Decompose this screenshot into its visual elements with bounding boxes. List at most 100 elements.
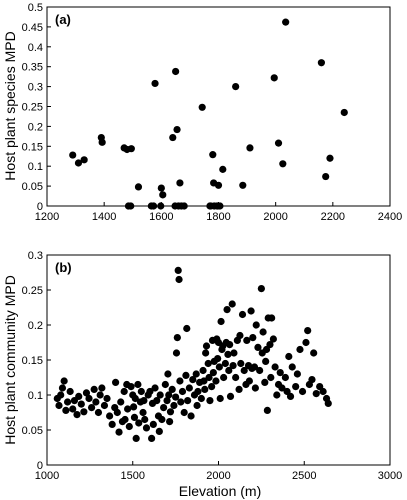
panel-b-data-point: [115, 428, 123, 436]
panel-b-data-point: [292, 383, 300, 391]
panel-a-y-tick-label: 0.15: [22, 141, 43, 153]
panel-b-data-point: [223, 306, 231, 314]
panel-b-data-point: [148, 434, 156, 442]
panel-b-data-point: [252, 321, 260, 329]
panel-b-data-point: [164, 370, 172, 378]
panel-b-data-point: [165, 391, 173, 399]
panel-b-data-point: [87, 404, 96, 412]
panel-b-data-point: [199, 366, 207, 375]
panel-b-data-point: [266, 341, 274, 349]
panel-a-data-point: [173, 125, 181, 134]
panel-b-data-point: [63, 398, 72, 406]
panel-b-data-point: [151, 384, 159, 392]
panel-b-data-point: [235, 385, 243, 393]
panel-a-data-point: [246, 144, 254, 152]
panel-b-data-point: [139, 408, 147, 417]
panel-b-data-point: [177, 398, 185, 406]
panel-b-y-tick-label: 0.15: [22, 355, 43, 367]
panel-b-data-point: [257, 285, 265, 293]
panel-b-data-point: [75, 392, 83, 400]
panel-a-data-point: [239, 181, 247, 189]
panel-b-data-point: [296, 345, 304, 354]
panel-b-data-point: [302, 338, 310, 347]
panel-b-data-point: [232, 373, 240, 382]
panel-b-data-point: [251, 384, 259, 392]
panel-a-y-tick-label: 0.5: [28, 2, 43, 14]
panel-b-scatter-plot: (b) Host plant community MPD Elevation (…: [2, 250, 402, 499]
panel-b-data-point: [254, 343, 262, 351]
panel-b-y-axis-label: Host plant community MPD: [2, 275, 18, 445]
panel-b-data-point: [217, 317, 225, 326]
panel-b-data-point: [226, 392, 235, 400]
panel-b-data-point: [312, 390, 320, 398]
panel-b-data-point: [130, 403, 138, 411]
panel-b-data-point: [60, 377, 68, 385]
panel-b-y-tick-label: 0.25: [22, 285, 43, 297]
panel-b-data-point: [298, 387, 307, 396]
panel-a-data-point: [282, 18, 290, 26]
panel-b-data-point: [80, 408, 88, 416]
panel-b-x-axis: 1000 1500 2000 2500 3000: [35, 461, 402, 482]
panel-b-data-point: [173, 334, 181, 342]
panel-b-data-point: [130, 413, 139, 421]
panel-b-data-point: [125, 422, 133, 431]
panel-b-data-point: [197, 394, 205, 403]
panel-b-data-point: [176, 377, 184, 385]
panel-b-data-point: [208, 383, 216, 391]
panel-b-data-point: [319, 387, 327, 396]
panel-b-data-point: [249, 334, 257, 342]
panel-b-data-point: [236, 331, 244, 340]
panel-a-data-point: [216, 202, 224, 210]
panel-a-data-point: [150, 202, 158, 210]
panel-b-data-point: [220, 373, 228, 382]
panel-b-data-point: [324, 399, 332, 407]
panel-b-data-point: [180, 408, 188, 417]
panel-a-y-tick-label: 0.4: [28, 42, 43, 54]
panel-b-data-point: [77, 400, 85, 408]
panel-b-data-point: [120, 387, 128, 396]
panel-b-data-point: [240, 366, 248, 375]
panel-b-data-point: [121, 415, 129, 424]
panel-a-data-point: [270, 74, 278, 82]
panel-a-label: (a): [55, 12, 71, 27]
panel-b-data-point: [214, 355, 222, 363]
panel-b-data-point: [182, 371, 190, 379]
panel-b-data-point: [160, 404, 168, 412]
panel-a-x-tick-label: 1200: [35, 211, 59, 223]
panel-b-data-point: [216, 394, 224, 403]
panel-b-data-point: [261, 378, 269, 386]
panel-b-data-point: [149, 420, 157, 428]
panel-a-data-point: [340, 108, 348, 117]
panel-b-data-point: [69, 405, 77, 413]
panel-b-data-point: [185, 384, 193, 392]
panel-a-data-point: [326, 154, 334, 162]
panel-a-data-point: [322, 172, 330, 181]
panel-a-x-tick-label: 1600: [149, 211, 173, 223]
panel-a-data-point: [169, 133, 177, 142]
panel-b-data-point: [168, 385, 176, 393]
panel-b-data-point: [271, 363, 279, 371]
panel-b-data-point: [57, 391, 65, 399]
panel-a-data-point: [209, 151, 217, 159]
panel-a-data-point: [172, 67, 180, 76]
panel-b-data-point: [94, 408, 103, 417]
panel-b-data-point: [267, 373, 275, 382]
panel-b-y-tick-label: 0.05: [22, 425, 43, 437]
panel-a-x-tick-label: 2000: [263, 211, 287, 223]
panel-b-data-point: [187, 412, 195, 420]
panel-a-data-point: [279, 160, 287, 168]
panel-a-y-tick-label: 0.2: [28, 121, 43, 133]
panel-b-data-point: [229, 362, 237, 370]
panel-b-data-point: [225, 366, 233, 375]
panel-a-data-point: [151, 79, 159, 88]
panel-b-data-point: [66, 387, 74, 396]
panel-b-data-point: [262, 357, 270, 365]
panel-b-data-point: [200, 377, 208, 385]
panel-b-data-point: [281, 373, 289, 382]
panel-a-data-point: [274, 139, 283, 147]
panel-b-data-point: [221, 359, 229, 368]
panel-b-data-point: [105, 412, 114, 420]
panel-b-data-point: [293, 370, 301, 378]
panel-a-data-point: [176, 179, 184, 187]
panel-b-data-point: [202, 349, 210, 357]
